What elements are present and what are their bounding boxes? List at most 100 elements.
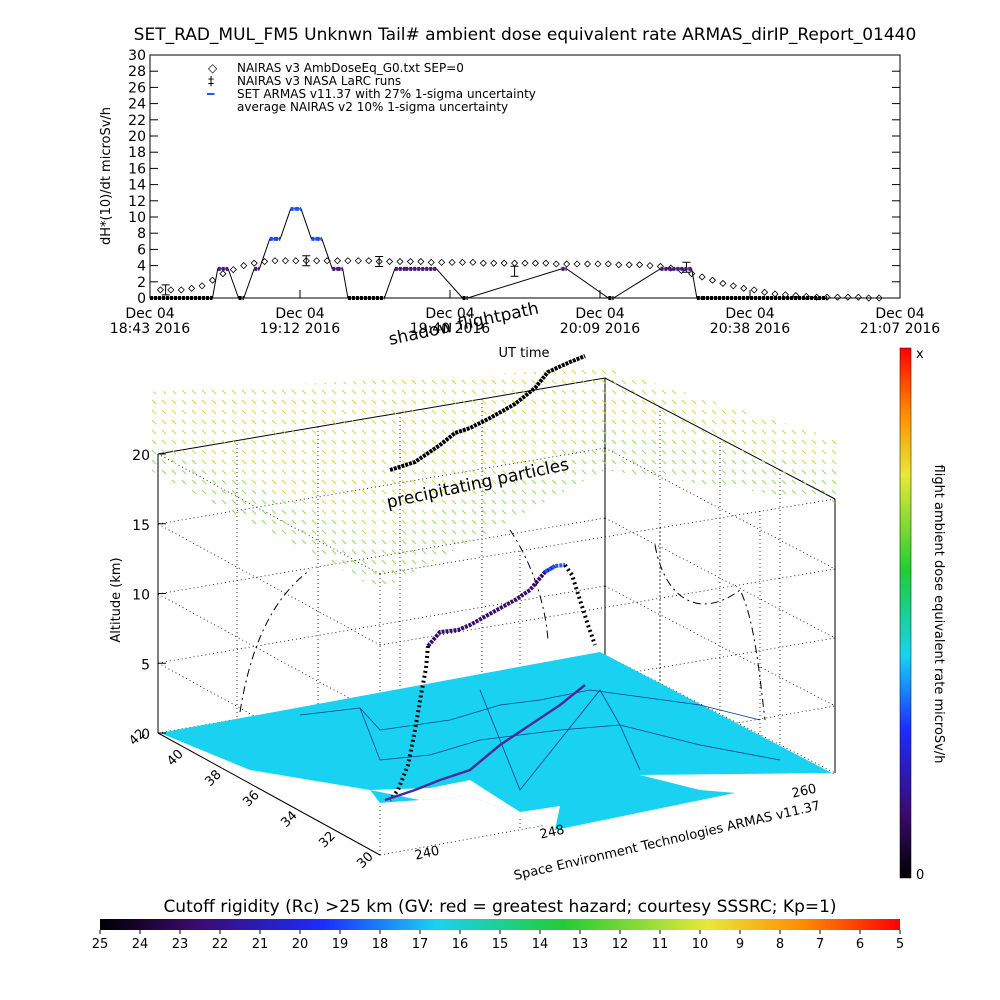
nairas-v3-point — [365, 257, 373, 265]
timeseries-y-axis-label: dH*(10)/dt microSv/h — [99, 107, 114, 245]
cutoff-rigidity-tick-label: 13 — [572, 937, 589, 952]
cutoff-rigidity-tick-label: 14 — [532, 937, 549, 952]
map-ocean-right — [640, 773, 832, 795]
dose-rate-colorbar: x 0 flight ambient dose equivalent rate … — [899, 347, 946, 883]
armas-connector-line — [150, 208, 828, 299]
nairas-v3-point — [583, 260, 592, 268]
nairas-v3-point — [531, 259, 539, 267]
map-coastline-ocean — [370, 780, 560, 830]
cutoff-rigidity-tick-label: 24 — [132, 937, 149, 952]
cutoff-rigidity-tick-label: 11 — [652, 937, 669, 952]
latitude-tick-label: 40 — [164, 747, 186, 769]
nairas-v3-point — [646, 262, 654, 270]
latitude-tick-label: 36 — [240, 788, 262, 810]
altitude-tick-label: 0 — [141, 727, 150, 743]
rigidity-contour-right — [654, 544, 766, 721]
longitude-tick-label: 248 — [538, 822, 566, 842]
dose-rate-colorbar-min: 0 — [916, 868, 924, 883]
rigidity-contour-left — [239, 569, 311, 713]
timeseries-x-tick-line2: 18:43 2016 — [110, 321, 191, 337]
rigidity-contour-mid — [509, 529, 549, 641]
nairas-v3-point — [188, 284, 196, 292]
altitude-tick-label: 5 — [141, 657, 150, 673]
timeseries-y-tick-label: 18 — [128, 145, 146, 161]
flightpath-segment-high — [543, 563, 566, 574]
flight-paths — [384, 354, 597, 802]
timeseries-y-tick-label: 28 — [128, 64, 146, 80]
nairas-v3-point — [865, 294, 873, 302]
nairas-v3-point — [615, 261, 623, 269]
timeseries-y-tick-label: 26 — [128, 80, 146, 96]
nairas-v3-point — [833, 293, 842, 301]
nairas-v3-point — [396, 257, 404, 266]
longitude-tick-labels: 240 248 260 — [413, 781, 818, 863]
altitude-tick-label: 20 — [132, 448, 150, 464]
timeseries-x-tick-line1: Dec 04 — [275, 306, 324, 322]
map-state-borders-2 — [359, 707, 781, 761]
legend-symbol-errorbar: ‡ — [208, 74, 214, 88]
nairas-v3-point — [490, 259, 498, 267]
cutoff-rigidity-colorbar-ticks: 25 24 23 22 21 20 19 18 17 16 15 14 13 12 11 10 9 8 7 6 5 — [92, 930, 904, 952]
dose-rate-colorbar-max: x — [916, 347, 924, 362]
nairas-v3-point — [854, 293, 862, 301]
timeseries-y-tick-label: 6 — [137, 242, 146, 258]
flightpath-segment-cruise — [426, 564, 557, 648]
dose-rate-colorbar-label: flight ambient dose equivalent rate micr… — [931, 465, 946, 764]
cutoff-rigidity-tick-label: 8 — [776, 937, 784, 952]
nairas-v3-point — [500, 259, 508, 267]
nairas-v3-point — [354, 257, 362, 265]
cutoff-rigidity-tick-label: 16 — [452, 937, 469, 952]
cutoff-rigidity-tick-label: 15 — [492, 937, 509, 952]
cutoff-rigidity-tick-label: 9 — [736, 937, 744, 952]
nairas-v3-point — [479, 259, 487, 267]
timeseries-x-tick-line2: 19:12 2016 — [260, 321, 341, 337]
nairas-v3-point — [511, 259, 519, 267]
latitude-tick-label: 38 — [202, 767, 224, 789]
timeseries-y-tick-label: 14 — [128, 178, 146, 194]
timeseries-x-tick-line1: Dec 04 — [125, 306, 174, 322]
longitude-tick-label: 260 — [790, 781, 818, 801]
altitude-tick-label: 10 — [132, 588, 150, 604]
nairas-v3-point — [281, 257, 289, 265]
cutoff-rigidity-tick-label: 6 — [856, 937, 864, 952]
figure-title: SET_RAD_MUL_FM5 Unknwn Tail# ambient dos… — [134, 25, 917, 45]
nairas-v3-point — [250, 259, 258, 267]
nairas-v3-point — [198, 282, 206, 290]
nairas-v3-point — [729, 282, 737, 290]
nairas-v3-point — [698, 273, 706, 281]
nairas-v3-point — [750, 286, 758, 294]
cutoff-rigidity-tick-label: 10 — [692, 937, 709, 952]
cutoff-rigidity-tick-label: 7 — [816, 937, 824, 952]
nairas-v3-point — [761, 288, 769, 296]
timeseries-y-tick-label: 20 — [128, 129, 146, 145]
nairas-v3-point — [313, 257, 321, 265]
nairas-larc-errorbar — [375, 256, 384, 268]
altitude-tick-label: 15 — [132, 518, 150, 534]
timeseries-x-tick-line1: Dec 04 — [425, 306, 474, 322]
nairas-v3-point — [177, 286, 185, 294]
timeseries-plot-frame — [149, 54, 901, 299]
nairas-v3-point — [469, 258, 477, 266]
timeseries-x-tick-line2: 20:38 2016 — [710, 321, 791, 337]
nairas-v3-point — [719, 279, 727, 287]
nairas-v3-point — [625, 261, 633, 269]
cutoff-rigidity-tick-label: 5 — [896, 937, 904, 952]
dose-rate-colorbar-gradient — [899, 347, 912, 879]
legend-entry-nairas-v3-ambdose: NAIRAS v3 AmbDoseEq_G0.txt SEP=0 — [237, 61, 464, 75]
cutoff-rigidity-tick-label: 18 — [372, 937, 389, 952]
nairas-v3-point — [604, 260, 612, 268]
nairas-v3-point — [271, 257, 279, 265]
shadow-flightpath-line — [389, 354, 586, 472]
altitude-tick-labels: 0 5 10 15 20 — [132, 448, 166, 743]
legend-entry-nairas-v2: average NAIRAS v2 10% 1-sigma uncertaint… — [237, 100, 508, 114]
timeseries-x-tick-line1: Dec 04 — [875, 306, 924, 322]
nairas-larc-errorbar — [302, 255, 311, 267]
timeseries-y-tick-label: 30 — [128, 48, 146, 64]
nairas-larc-errorbar — [161, 284, 170, 296]
legend-symbol-diamond: ◇ — [208, 61, 218, 75]
nairas-v3-point — [417, 257, 425, 266]
nairas-v3-point — [636, 261, 644, 269]
timeseries-y-tick-label: 4 — [137, 259, 146, 275]
timeseries-x-tick-line1: Dec 04 — [725, 306, 774, 322]
nairas-v3-point — [521, 259, 529, 267]
